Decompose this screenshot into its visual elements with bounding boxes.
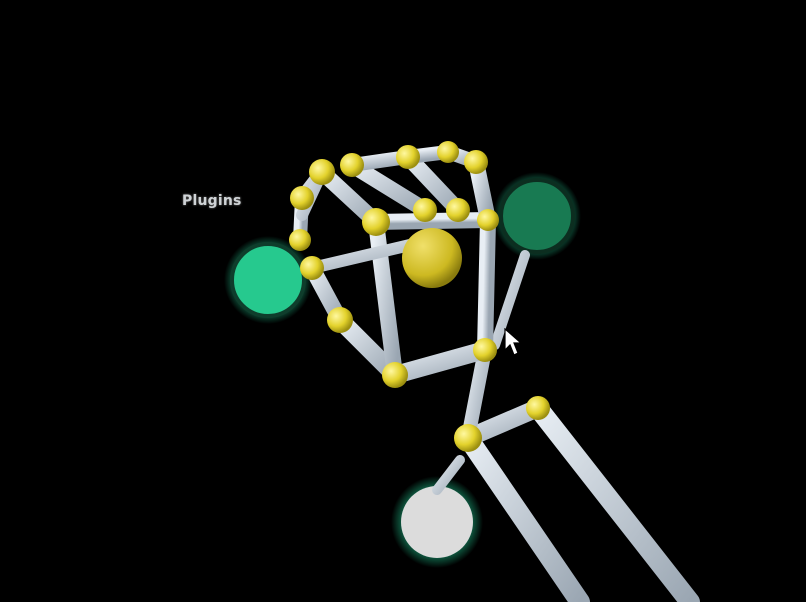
- right-green-button[interactable]: [493, 172, 581, 260]
- mouse-cursor-icon: [504, 328, 523, 356]
- plugins-label: Plugins: [182, 193, 242, 209]
- left-teal-button[interactable]: [224, 236, 312, 324]
- hand-joints: [289, 141, 550, 452]
- palm-sphere: [402, 228, 462, 288]
- bottom-white-button[interactable]: [391, 476, 483, 568]
